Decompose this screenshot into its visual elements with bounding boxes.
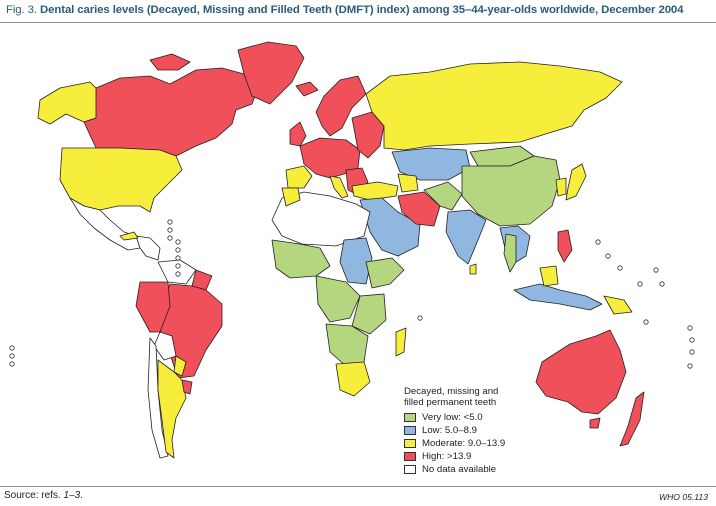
legend-item-moderate: Moderate: 9.0–13.9 [404,437,505,450]
map-legend: Decayed, missing and filled permanent te… [404,386,505,476]
region-west-africa [271,239,331,279]
legend-item-high: High: >13.9 [404,450,505,463]
island-markers [9,219,695,369]
region-uk [289,121,307,147]
region-tasmania [589,417,601,429]
region-china [461,155,561,227]
who-code: WHO 05.113 [658,492,708,502]
region-south-africa [335,361,371,397]
region-thailand [503,233,517,273]
region-central-america [135,235,161,261]
region-horn-of-africa [365,257,405,289]
region-india [445,209,487,265]
region-caucasus [397,173,419,193]
figure-number: Fig. 3. [6,4,37,16]
region-canada-islands [149,53,191,71]
region-middle-east [359,197,421,257]
region-australia [535,329,627,415]
region-north-africa [271,191,371,247]
region-paraguay [173,355,187,377]
region-turkey [351,181,399,201]
region-morocco [281,187,301,207]
world-map [9,41,695,459]
region-bolivia [153,331,177,361]
region-kazakhstan [391,147,471,181]
region-philippines [557,229,573,263]
region-png [603,295,633,315]
region-indonesia [513,283,603,311]
region-uruguay [181,379,193,395]
footer-rule [0,486,716,487]
region-iberia [285,165,313,189]
region-canada [83,67,259,157]
region-east-africa [351,293,387,335]
legend-item-very-low: Very low: <5.0 [404,411,505,424]
region-alaska [37,81,99,125]
region-sri-lanka [469,263,477,275]
region-greenland [237,41,305,105]
region-sudan [339,237,373,285]
figure-title: Fig. 3. Dental caries levels (Decayed, M… [6,4,710,16]
legend-swatch [404,452,416,461]
region-italy [329,175,349,199]
region-iceland [295,81,319,97]
legend-swatch [404,426,416,435]
region-scandinavia [315,75,367,137]
legend-swatch [404,413,416,422]
legend-item-low: Low: 5.0–8.9 [404,424,505,437]
legend-item-no-data: No data available [404,463,505,476]
legend-swatch [404,465,416,474]
figure-title-text: Dental caries levels (Decayed, Missing a… [40,4,684,16]
title-rule [0,22,716,23]
region-chile [147,337,169,459]
region-iran [397,191,441,227]
region-central-africa [315,275,361,323]
source-note: Source: refs. 1–3. [4,490,83,501]
region-korea [555,177,567,197]
region-madagascar [395,327,407,357]
region-new-zealand [619,391,645,447]
legend-swatch [404,439,416,448]
region-cuba [119,231,139,241]
legend-title: Decayed, missing and filled permanent te… [404,386,499,408]
region-central-asia [423,181,463,211]
region-japan [565,163,587,201]
region-argentina [157,359,187,459]
region-russia [365,61,623,151]
region-borneo [539,265,559,287]
